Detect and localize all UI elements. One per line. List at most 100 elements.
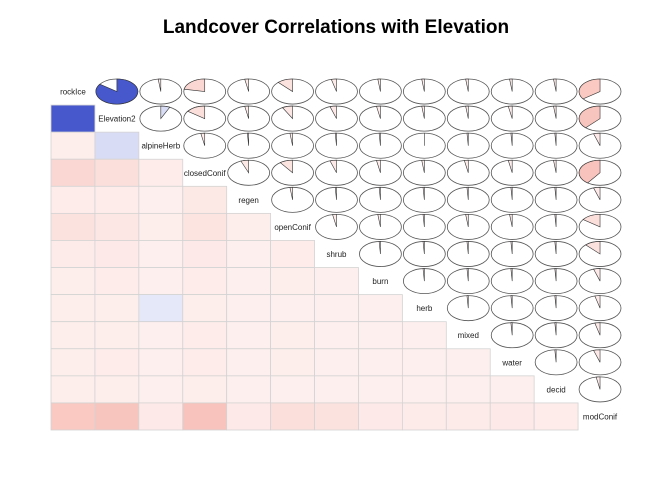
pie-slice	[247, 132, 249, 146]
pie-shrub-modConif	[578, 241, 622, 267]
shade-cell-burn-closedConif	[182, 267, 228, 296]
pie-Elevation2-modConif	[578, 105, 622, 132]
pie-slice	[334, 187, 337, 200]
shade-cell-decid-rockIce	[50, 375, 96, 404]
pie-slice	[594, 322, 601, 336]
shade-cell-water-alpineHerb	[138, 348, 184, 377]
pie-slice	[376, 105, 381, 119]
shade-cell-herb-regen	[226, 294, 272, 323]
variable-label-modConif: modConif	[583, 412, 618, 421]
pie-closedConif-openConif	[271, 159, 314, 186]
shade-cell-water-rockIce	[50, 348, 96, 377]
shade-cell-Elevation2-rockIce	[50, 104, 96, 133]
pie-slice	[330, 78, 337, 92]
pie-slice	[510, 268, 513, 282]
pie-closedConif-shrub	[315, 159, 358, 186]
pie-regen-mixed	[446, 186, 490, 213]
shade-cell-openConif-rockIce	[50, 212, 96, 241]
pie-slice	[334, 132, 337, 146]
shade-cell-modConif-rockIce	[50, 402, 96, 431]
shade-cell-burn-openConif	[270, 267, 315, 296]
pie-slice	[421, 159, 425, 173]
variable-label-rockIce: rockIce	[60, 88, 86, 97]
shade-cell-modConif-water	[489, 402, 535, 431]
shade-cell-openConif-Elevation2	[94, 212, 140, 241]
shade-cell-shrub-closedConif	[182, 240, 228, 268]
pie-slice	[421, 105, 425, 119]
pie-openConif-burn	[359, 213, 402, 240]
pie-alpineHerb-closedConif	[183, 132, 227, 159]
pie-rockIce-water	[490, 78, 534, 105]
pie-slice	[553, 159, 557, 173]
pie-slice	[510, 132, 513, 146]
variable-label-regen: regen	[238, 196, 258, 205]
pie-alpineHerb-shrub	[315, 132, 358, 159]
pie-alpineHerb-herb	[402, 132, 446, 159]
shade-cell-shrub-Elevation2	[94, 240, 140, 268]
shade-cell-shrub-rockIce	[50, 240, 96, 268]
shade-cell-modConif-openConif	[270, 402, 315, 431]
variable-label-alpineHerb: alpineHerb	[141, 142, 180, 151]
pie-openConif-mixed	[446, 213, 490, 240]
shade-cell-shrub-openConif	[270, 240, 315, 268]
pie-rockIce-regen	[227, 78, 271, 105]
pie-slice	[507, 105, 513, 119]
pie-regen-decid	[534, 186, 578, 213]
pie-slice	[279, 159, 293, 174]
pie-slice	[183, 78, 206, 92]
pie-rockIce-alpineHerb	[139, 78, 183, 105]
pie-slice	[554, 241, 557, 255]
pie-slice	[377, 78, 381, 92]
shade-cell-mixed-herb	[401, 321, 447, 350]
pie-Elevation2-closedConif	[183, 105, 227, 132]
pie-slice	[554, 295, 557, 309]
pie-slice	[332, 214, 337, 228]
pie-slice	[422, 187, 425, 200]
pie-slice	[578, 159, 601, 184]
variable-label-shrub: shrub	[326, 250, 347, 259]
shade-cell-burn-Elevation2	[94, 267, 140, 296]
shade-cell-burn-regen	[226, 267, 272, 296]
pie-slice	[593, 268, 601, 282]
shade-cell-water-shrub	[314, 348, 359, 377]
shade-cell-mixed-openConif	[270, 321, 315, 350]
pie-regen-herb	[402, 186, 446, 213]
pie-shrub-burn	[359, 241, 402, 267]
shade-cell-mixed-burn	[358, 321, 403, 350]
pie-rockIce-shrub	[315, 78, 358, 105]
shade-cell-water-Elevation2	[94, 348, 140, 377]
pie-slice	[329, 159, 337, 173]
pie-slice	[244, 78, 249, 92]
pie-slice	[378, 187, 381, 200]
pie-openConif-herb	[402, 213, 446, 240]
shade-cell-decid-regen	[226, 375, 272, 404]
pie-rockIce-mixed	[446, 78, 490, 105]
pie-slice	[465, 105, 469, 119]
shade-cell-regen-closedConif	[182, 185, 228, 214]
shade-cell-mixed-Elevation2	[94, 321, 140, 350]
pie-rockIce-decid	[534, 78, 578, 105]
pie-slice	[422, 268, 425, 282]
shade-cell-water-openConif	[270, 348, 315, 377]
pie-water-modConif	[578, 349, 622, 376]
shade-cell-modConif-alpineHerb	[138, 402, 184, 431]
pie-Elevation2-burn	[359, 105, 402, 132]
pie-slice	[509, 214, 513, 227]
pie-slice	[585, 241, 601, 255]
shade-cell-decid-burn	[358, 375, 403, 404]
pie-closedConif-water	[490, 159, 534, 186]
pie-closedConif-modConif	[578, 159, 622, 186]
shade-cell-herb-alpineHerb	[138, 294, 184, 323]
variable-label-herb: herb	[416, 304, 433, 313]
pie-mixed-water	[490, 322, 534, 349]
pie-slice	[289, 132, 293, 146]
pie-slice	[466, 295, 469, 309]
pie-rockIce-Elevation2	[95, 78, 139, 105]
pie-regen-water	[490, 186, 534, 213]
pie-burn-herb	[402, 268, 446, 295]
variable-label-burn: burn	[372, 277, 388, 286]
pie-mixed-modConif	[578, 322, 622, 349]
shade-cell-modConif-herb	[401, 402, 447, 431]
pie-alpineHerb-mixed	[446, 132, 490, 159]
